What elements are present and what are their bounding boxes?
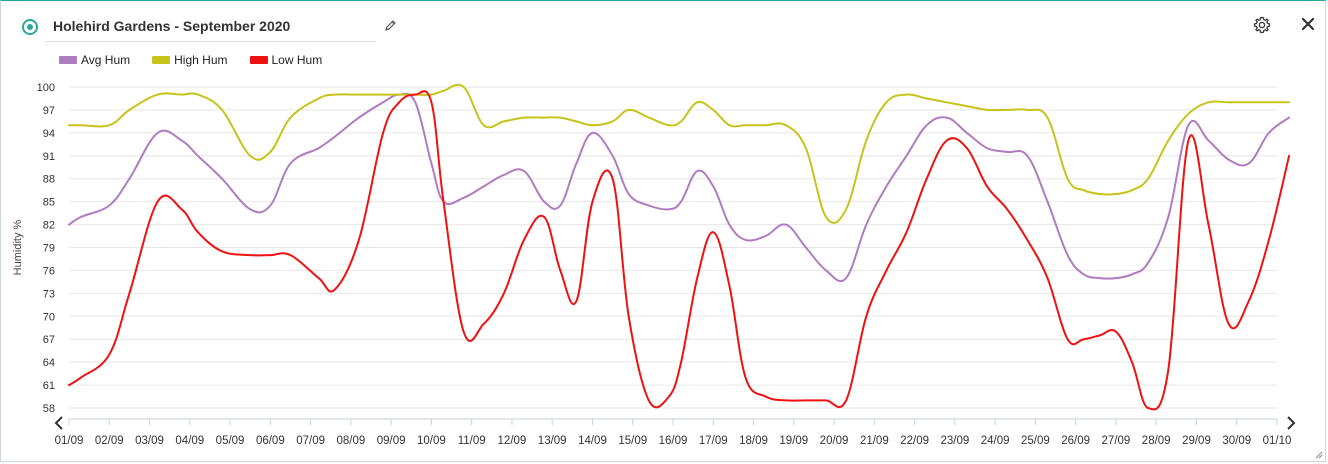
legend-label: Low Hum xyxy=(271,53,323,67)
x-tick-label: 06/09 xyxy=(256,435,285,447)
y-tick-label: 64 xyxy=(43,357,55,369)
title-field[interactable]: Holehird Gardens - September 2020 xyxy=(45,13,375,42)
series-line-low-hum[interactable] xyxy=(68,90,1291,411)
x-tick-label: 13/09 xyxy=(538,435,567,447)
page-title: Holehird Gardens - September 2020 xyxy=(53,18,291,34)
pencil-icon[interactable] xyxy=(383,19,397,33)
x-tick-label: 07/09 xyxy=(296,435,325,447)
y-tick-label: 67 xyxy=(43,334,55,346)
x-tick-label: 08/09 xyxy=(336,435,365,447)
x-tick-label: 29/09 xyxy=(1182,435,1211,447)
legend-item-avg-hum[interactable]: Avg Hum xyxy=(59,53,130,67)
x-tick-label: 23/09 xyxy=(940,435,969,447)
y-tick-label: 70 xyxy=(43,311,55,323)
y-tick-label: 100 xyxy=(37,82,55,94)
y-tick-label: 73 xyxy=(43,288,55,300)
y-tick-label: 61 xyxy=(43,380,55,392)
legend-item-low-hum[interactable]: Low Hum xyxy=(249,53,323,67)
y-tick-label: 76 xyxy=(43,265,55,277)
chevron-left-icon[interactable] xyxy=(54,416,63,430)
x-tick-label: 12/09 xyxy=(498,435,527,447)
series-line-avg-hum[interactable] xyxy=(68,92,1291,283)
x-tick-label: 10/09 xyxy=(417,435,446,447)
y-tick-label: 58 xyxy=(43,403,55,415)
x-tick-label: 19/09 xyxy=(779,435,808,447)
chart-legend: Avg Hum High Hum Low Hum xyxy=(59,53,344,67)
y-tick-label: 82 xyxy=(43,220,55,232)
x-tick-label: 22/09 xyxy=(900,435,929,447)
x-tick-label: 04/09 xyxy=(175,435,204,447)
x-tick-label: 26/09 xyxy=(1061,435,1090,447)
x-tick-label: 11/09 xyxy=(458,435,486,447)
y-tick-label: 88 xyxy=(43,174,55,186)
x-tick-label: 27/09 xyxy=(1102,435,1131,447)
gear-icon[interactable] xyxy=(1253,16,1271,34)
legend-swatch xyxy=(152,56,171,64)
chevron-right-icon[interactable] xyxy=(1287,416,1296,430)
x-tick-label: 24/09 xyxy=(981,435,1010,447)
x-tick-label: 16/09 xyxy=(659,435,688,447)
series-line-high-hum[interactable] xyxy=(68,83,1291,224)
x-tick-label: 01/09 xyxy=(55,435,84,447)
legend-swatch xyxy=(249,56,268,64)
y-tick-label: 91 xyxy=(43,151,55,163)
x-tick-label: 03/09 xyxy=(135,435,164,447)
x-tick-label: 25/09 xyxy=(1021,435,1050,447)
x-tick-label: 20/09 xyxy=(820,435,849,447)
y-tick-label: 94 xyxy=(43,128,55,140)
close-icon[interactable] xyxy=(1300,16,1316,32)
y-tick-label: 85 xyxy=(43,197,55,209)
x-tick-label: 17/09 xyxy=(699,435,728,447)
legend-item-high-hum[interactable]: High Hum xyxy=(152,53,228,67)
x-tick-label: 01/10 xyxy=(1263,435,1292,447)
y-tick-label: 97 xyxy=(43,105,55,117)
y-tick-label: 79 xyxy=(43,243,55,255)
x-tick-label: 09/09 xyxy=(377,435,406,447)
resize-grip-icon[interactable] xyxy=(1315,451,1323,459)
x-tick-label: 21/09 xyxy=(860,435,889,447)
widget-header: Holehird Gardens - September 2020 xyxy=(1,1,1325,43)
legend-label: High Hum xyxy=(174,53,228,67)
x-tick-label: 15/09 xyxy=(618,435,647,447)
x-tick-label: 05/09 xyxy=(216,435,245,447)
legend-swatch xyxy=(59,56,77,64)
y-axis-label: Humidity % xyxy=(12,219,24,275)
x-tick-label: 18/09 xyxy=(739,435,768,447)
x-tick-label: 14/09 xyxy=(578,435,607,447)
legend-label: Avg Hum xyxy=(81,53,131,67)
x-tick-label: 02/09 xyxy=(95,435,124,447)
radio-dot-icon[interactable] xyxy=(22,19,38,35)
x-tick-label: 30/09 xyxy=(1222,435,1251,447)
x-tick-label: 28/09 xyxy=(1142,435,1171,447)
